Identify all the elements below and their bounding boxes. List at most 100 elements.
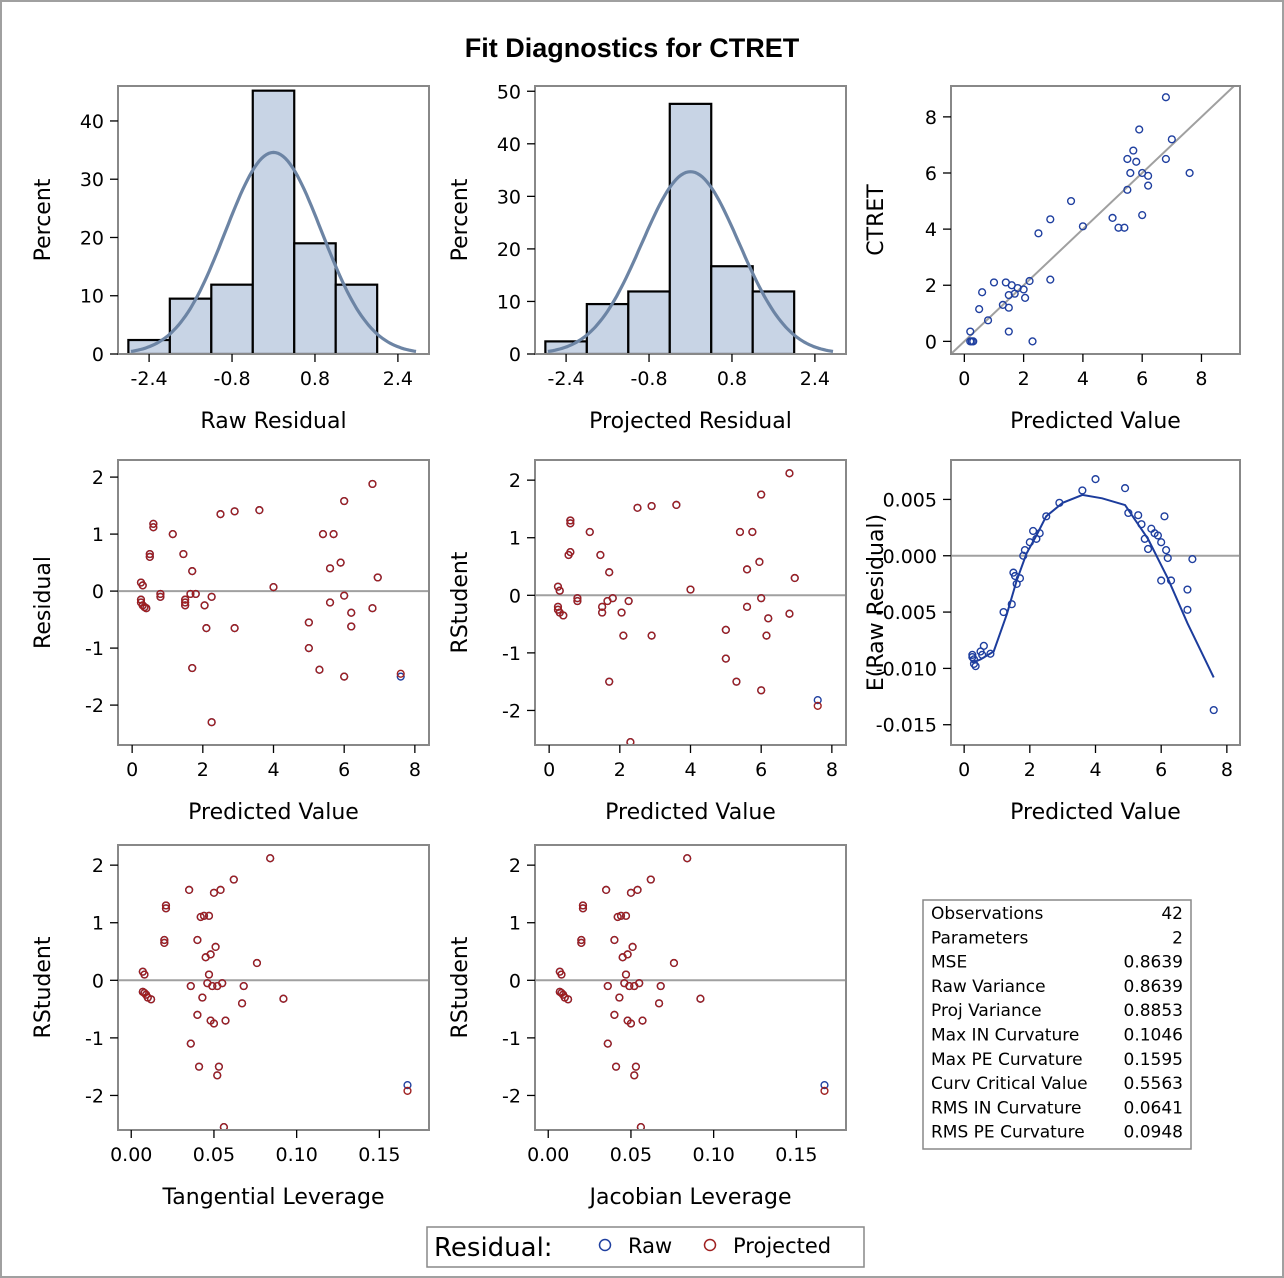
projected-point [347,622,356,631]
data-point [975,304,984,314]
projected-point [598,602,607,611]
y-tick-label: 1 [92,913,104,935]
projected-point [318,529,328,539]
legend-raw-marker [598,1238,612,1252]
data-point [1185,168,1194,178]
x-tick-label: 8 [1221,759,1233,781]
projected-point [221,1016,230,1025]
plot-raw_hist: 0 10 20 30 40 -2.4 -0.8 0.8 2.4 Raw Residual Perce… [31,85,430,434]
projected-point [340,672,349,681]
y-tick-label: 8 [925,107,937,129]
projected-point [755,557,764,567]
data-point [1078,486,1087,495]
projected-point [146,995,156,1004]
projected-point [194,1062,204,1071]
y-tick-label: 2 [925,275,937,297]
projected-point [686,585,695,594]
projected-point [638,1016,647,1025]
projected-point [610,935,619,945]
identity-line [952,87,1235,353]
x-axis-label: Predicted Value [605,800,776,825]
y-tick-label: -0.005 [876,602,937,624]
data-point [1055,498,1064,507]
y-tick-label: 0.005 [883,489,937,511]
x-tick-label: 4 [684,759,696,781]
x-tick-label: 2 [197,759,209,781]
projected-point [186,589,195,599]
projected-point [193,935,202,945]
projected-point [647,631,656,640]
stat-label: Max IN Curvature [931,1026,1079,1046]
y-tick-label: 0 [92,970,104,992]
projected-point [373,573,382,582]
data-point [1132,157,1141,166]
projected-point [207,718,216,727]
y-tick-label: 0 [92,344,104,366]
projected-point [598,608,607,617]
data-point [1066,196,1076,206]
projected-point [216,510,225,519]
projected-point [566,519,575,528]
data-point [986,649,995,658]
projected-point [669,958,679,968]
y-tick-label: 0 [509,970,521,992]
data-point [1183,605,1192,614]
x-axis-label: Predicted Value [1010,800,1181,825]
stat-label: Parameters [931,928,1028,948]
raw-point [820,1080,829,1090]
projected-point [200,601,209,610]
data-point [1137,520,1146,529]
plot-frame [950,459,1241,746]
projected-point [748,527,757,537]
y-tick-label: 10 [80,286,104,308]
projected-point [611,1062,621,1071]
projected-point [785,609,794,618]
projected-point [315,665,324,674]
projected-point [149,523,158,532]
x-tick-label: 0.05 [193,1144,235,1166]
projected-point [617,608,626,617]
normal-density-curve [547,170,834,353]
projected-point [161,901,171,910]
data-point [1134,511,1143,520]
data-point [1161,154,1170,164]
projected-point [605,677,614,686]
projected-point [578,904,588,913]
projected-point [626,1019,636,1028]
histogram-bar [751,290,796,353]
raw-point [403,1080,412,1090]
projected-point [757,594,766,603]
data-point [1046,215,1055,224]
data-point [1004,303,1013,312]
projected-point [577,938,586,947]
projected-point [230,624,239,633]
projected-point [621,911,631,920]
projected-point [269,583,278,592]
projected-point [813,701,822,710]
projected-point [138,581,147,590]
stat-value: 42 [1161,904,1183,924]
plot-area [544,102,834,353]
projected-point [368,604,377,613]
projected-point [396,669,405,678]
plot-area [127,89,417,353]
projected-point [206,950,215,959]
projected-point [646,875,655,884]
data-point [967,337,976,346]
x-tick-label: 0.8 [717,368,747,390]
projected-point [764,614,773,623]
data-point [1021,293,1030,302]
y-axis-label: Percent [31,178,56,261]
stat-label: RMS IN Curvature [931,1098,1081,1118]
plot-obs_pred: 0 2 4 6 8 0 2 4 6 8 Predicted Value CTRET [864,85,1241,434]
y-tick-label: 20 [497,239,521,261]
legend-projected-label: Projected [733,1234,831,1258]
projected-point [279,994,288,1003]
y-tick-label: -2 [85,1085,104,1107]
projected-point [255,506,264,515]
projected-point [762,631,771,640]
y-tick-label: 0 [925,331,937,353]
projected-point [820,1086,829,1095]
projected-point [559,611,568,620]
y-tick-label: 40 [80,111,104,133]
